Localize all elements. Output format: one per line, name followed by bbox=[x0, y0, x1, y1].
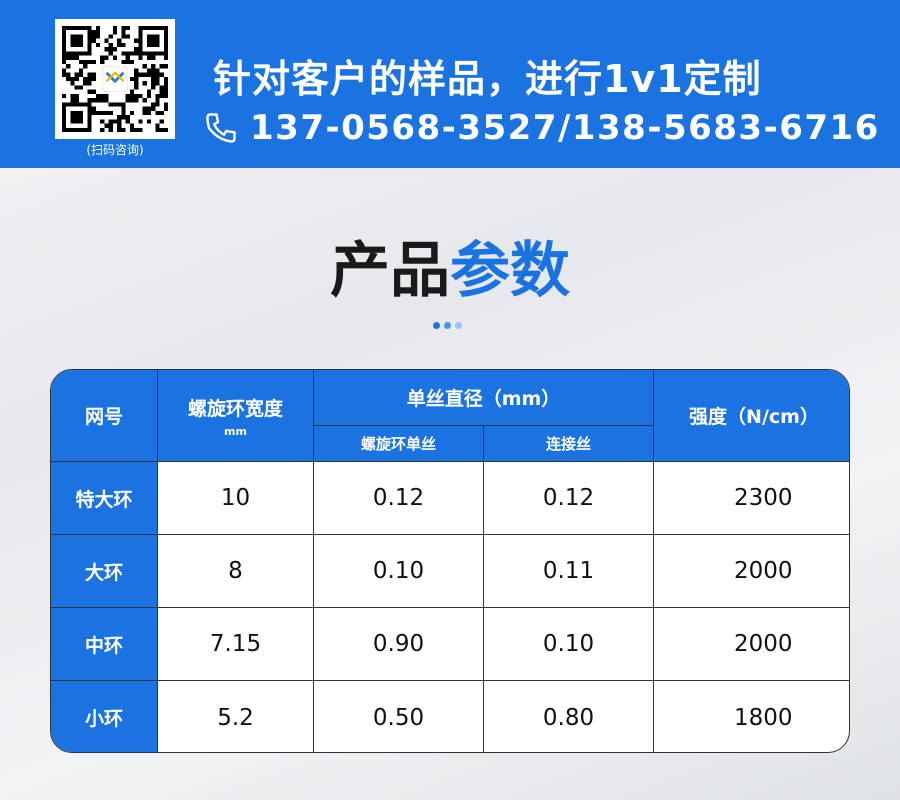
phone-numbers: 137-0568-3527/138-5683-6716 bbox=[250, 108, 880, 148]
header-width: 螺旋环宽度 mm bbox=[158, 370, 314, 462]
header-banner: (扫码咨询) 针对客户的样品，进行1v1定制 137-0568-3527/138… bbox=[0, 0, 900, 168]
header-mesh: 网号 bbox=[51, 370, 158, 462]
header-diameter: 单丝直径（mm） bbox=[314, 370, 654, 426]
table-cell-connect: 0.10 bbox=[484, 608, 654, 681]
header-spiral-wire: 螺旋环单丝 bbox=[314, 426, 484, 462]
table-cell-width: 7.15 bbox=[158, 608, 314, 681]
table-cell-connect: 0.80 bbox=[484, 681, 654, 752]
table-cell-name: 大环 bbox=[51, 535, 158, 608]
table-cell-connect: 0.12 bbox=[484, 462, 654, 535]
page-title: 产品参数 bbox=[0, 222, 900, 309]
table-cell-width: 8 bbox=[158, 535, 314, 608]
table-cell-name: 中环 bbox=[51, 608, 158, 681]
table-cell-spiral: 0.12 bbox=[314, 462, 484, 535]
table-cell-spiral: 0.10 bbox=[314, 535, 484, 608]
header-width-label: 螺旋环宽度 bbox=[187, 397, 283, 420]
table-cell-strength: 2000 bbox=[654, 535, 849, 608]
table-cell-width: 10 bbox=[158, 462, 314, 535]
table-cell-connect: 0.11 bbox=[484, 535, 654, 608]
table-cell-width: 5.2 bbox=[158, 681, 314, 752]
header-width-unit: mm bbox=[224, 424, 247, 438]
header-strength: 强度（N/cm） bbox=[654, 370, 849, 462]
phone-icon bbox=[206, 113, 236, 143]
table-cell-strength: 1800 bbox=[734, 704, 793, 731]
decorative-dots bbox=[433, 322, 462, 329]
qr-caption: (扫码咨询) bbox=[86, 143, 144, 157]
slogan: 针对客户的样品，进行1v1定制 bbox=[213, 57, 762, 101]
table-cell-name: 特大环 bbox=[51, 462, 158, 535]
table-cell-name: 小环 bbox=[51, 681, 158, 752]
title-part2: 参数 bbox=[450, 236, 570, 306]
header-connect-wire: 连接丝 bbox=[484, 426, 654, 462]
title-part1: 产品 bbox=[330, 236, 450, 306]
parameter-table: 网号 螺旋环宽度 mm 单丝直径（mm） 螺旋环单丝 连接丝 强度（N/cm） 特… bbox=[50, 369, 850, 753]
table-cell-spiral: 0.50 bbox=[314, 681, 484, 752]
table-cell-strength: 2000 bbox=[654, 608, 849, 681]
table-cell-spiral: 0.90 bbox=[314, 608, 484, 681]
table-cell-strength: 2300 bbox=[654, 462, 849, 535]
qr-code[interactable] bbox=[55, 19, 175, 139]
